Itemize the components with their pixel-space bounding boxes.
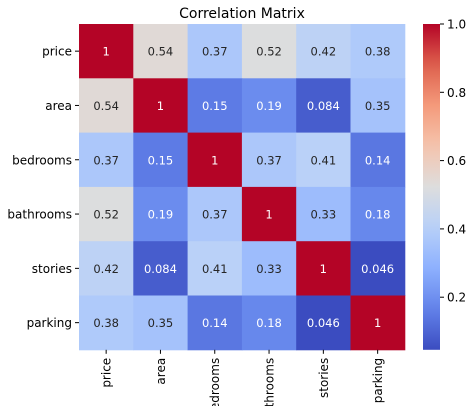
cell-value-label: 0.37 (202, 208, 228, 222)
heatmap-cell-area-stories (296, 78, 351, 134)
cell-value-label: 0.38 (93, 316, 119, 330)
heatmap-cell-bathrooms-bathrooms (241, 186, 297, 242)
heatmap-cell-price-area (133, 24, 189, 79)
cell-value-label: 0.54 (93, 99, 119, 113)
cell-value-label: 0.41 (202, 262, 228, 276)
cell-value-label: 0.084 (144, 262, 177, 276)
y-tick-label-stories: stories (32, 262, 72, 276)
heatmap-cell-bathrooms-price (79, 186, 134, 242)
heatmap-cell-parking-stories (296, 295, 351, 351)
heatmap-cell-price-stories (296, 24, 351, 79)
heatmap-cell-price-bedrooms (187, 24, 243, 79)
heatmap-cell-bedrooms-bedrooms (187, 132, 243, 188)
colorbar-tick-label: 0.8 (447, 86, 466, 100)
heatmap-cell-bedrooms-area (133, 132, 189, 188)
x-tick-label-price: price (100, 358, 114, 388)
cell-value-label: 1 (102, 45, 109, 59)
x-axis: price area bedrooms bathrooms stories parking (100, 349, 385, 410)
heatmap-cell-bedrooms-parking (350, 132, 406, 188)
cell-value-label: 0.18 (365, 208, 391, 222)
colorbar-gradient (423, 24, 440, 350)
heatmap-cell-bedrooms-stories (296, 132, 351, 188)
colorbar-tick-label: 1.0 (447, 18, 466, 32)
cell-value-label: 0.33 (256, 262, 282, 276)
heatmap-cells: 1 0.54 0.37 0.52 0.42 0.38 0.54 1 0.15 0.19 0.084 0… (79, 24, 406, 351)
heatmap-cell-stories-area (133, 241, 189, 296)
cell-value-label: 0.35 (365, 99, 391, 113)
cell-value-label: 0.54 (148, 45, 174, 59)
colorbar-tick-label: 0.2 (447, 291, 466, 305)
cell-value-label: 0.35 (148, 316, 174, 330)
heatmap-cell-area-area (133, 78, 189, 134)
heatmap-cell-parking-parking (350, 295, 406, 351)
heatmap-cell-bedrooms-price (79, 132, 134, 188)
y-tick-label-area: area (45, 99, 72, 113)
colorbar-tick-label: 0.6 (447, 154, 466, 168)
cell-value-label: 0.046 (307, 316, 340, 330)
cell-value-label: 0.18 (256, 316, 282, 330)
cell-value-label: 1 (374, 316, 381, 330)
cell-value-label: 0.15 (148, 153, 174, 167)
heatmap-cell-price-parking (350, 24, 406, 79)
x-tick-label-bedrooms: bedrooms (208, 358, 222, 406)
cell-value-label: 0.14 (365, 153, 391, 167)
cell-value-label: 0.14 (202, 316, 228, 330)
colorbar: 0.2 0.4 0.6 0.8 1.0 (423, 18, 466, 350)
heatmap-cell-bedrooms-bathrooms (241, 132, 297, 188)
heatmap-cell-area-bathrooms (241, 78, 297, 134)
cell-value-label: 0.41 (311, 153, 337, 167)
x-tick-label-parking: parking (371, 358, 385, 403)
heatmap-cell-area-parking (350, 78, 406, 134)
cell-value-label: 1 (265, 208, 272, 222)
heatmap-cell-stories-bedrooms (187, 241, 243, 296)
cell-value-label: 0.38 (365, 45, 391, 59)
cell-value-label: 0.37 (256, 153, 282, 167)
y-tick-label-bathrooms: bathrooms (7, 208, 72, 222)
heatmap-cell-stories-stories (296, 241, 351, 296)
heatmap-cell-stories-parking (350, 241, 406, 296)
x-tick-label-area: area (154, 358, 168, 385)
heatmap-cell-stories-price (79, 241, 134, 296)
heatmap-cell-area-price (79, 78, 134, 134)
heatmap-cell-parking-bathrooms (241, 295, 297, 351)
cell-value-label: 0.37 (202, 45, 228, 59)
cell-value-label: 0.52 (93, 208, 119, 222)
x-tick-label-stories: stories (317, 358, 331, 398)
heatmap-cell-bathrooms-bedrooms (187, 186, 243, 242)
chart-title: Correlation Matrix (179, 6, 305, 22)
heatmap-cell-price-bathrooms (241, 24, 297, 79)
cell-value-label: 0.37 (93, 153, 119, 167)
x-tick-label-bathrooms: bathrooms (263, 358, 277, 406)
heatmap-cell-bathrooms-area (133, 186, 189, 242)
heatmap-cell-bathrooms-stories (296, 186, 351, 242)
cell-value-label: 0.42 (93, 262, 119, 276)
y-tick-label-bedrooms: bedrooms (12, 153, 72, 167)
cell-value-label: 0.33 (311, 208, 337, 222)
cell-value-label: 1 (320, 262, 327, 276)
y-tick-label-parking: parking (27, 316, 72, 330)
heatmap-cell-parking-area (133, 295, 189, 351)
cell-value-label: 0.19 (256, 99, 282, 113)
cell-value-label: 0.15 (202, 99, 228, 113)
y-tick-label-price: price (42, 45, 72, 59)
cell-value-label: 0.046 (361, 262, 394, 276)
heatmap-cell-price-price (79, 24, 134, 79)
heatmap-cell-area-bedrooms (187, 78, 243, 134)
colorbar-tick-label: 0.4 (447, 222, 466, 236)
y-axis: price area bedrooms bathrooms stories parking (7, 45, 79, 330)
heatmap-cell-bathrooms-parking (350, 186, 406, 242)
cell-value-label: 0.084 (307, 99, 340, 113)
heatmap-cell-parking-bedrooms (187, 295, 243, 351)
cell-value-label: 0.52 (256, 45, 282, 59)
cell-value-label: 1 (211, 153, 218, 167)
heatmap-cell-stories-bathrooms (241, 241, 297, 296)
cell-value-label: 1 (157, 99, 164, 113)
heatmap-cell-parking-price (79, 295, 134, 351)
cell-value-label: 0.42 (311, 45, 337, 59)
cell-value-label: 0.19 (148, 208, 174, 222)
